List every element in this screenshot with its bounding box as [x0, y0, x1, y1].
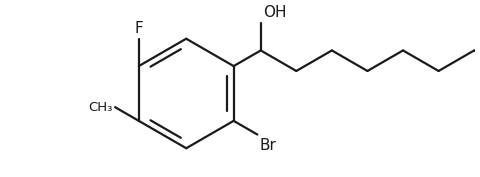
Text: OH: OH: [263, 5, 286, 20]
Text: F: F: [134, 21, 143, 36]
Text: CH₃: CH₃: [88, 101, 112, 114]
Text: Br: Br: [259, 138, 276, 153]
